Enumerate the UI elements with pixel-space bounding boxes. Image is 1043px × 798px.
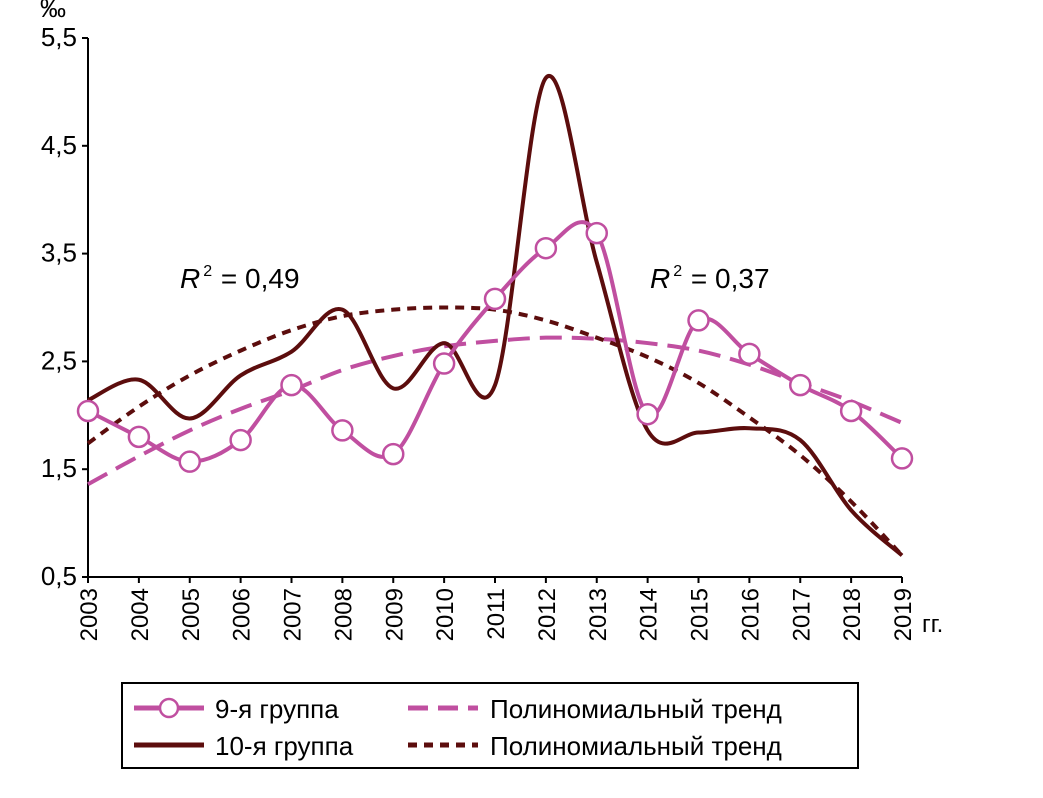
y-unit-label: ‰ (40, 0, 66, 23)
legend-label-10: 10-я группа (215, 731, 354, 761)
y-tick-label: 3,5 (41, 238, 77, 268)
x-tick-label: 2017 (788, 588, 815, 641)
x-tick-label: 2018 (839, 588, 866, 641)
x-tick-label: 2008 (330, 588, 357, 641)
x-tick-label: 2019 (890, 588, 917, 641)
axes: 0,5 1,5 2,5 3,5 4,5 5,5 2003 2004 2005 2006 2007 20… (41, 22, 917, 641)
x-tick-label: 2003 (76, 588, 103, 641)
x-tick-label: 2010 (432, 588, 459, 641)
series-10-group-line (87, 73, 904, 557)
series-group (76, 73, 914, 557)
data-point-9-group (636, 402, 659, 426)
data-point-9-group (839, 399, 863, 423)
trend-9-group-line (87, 335, 903, 487)
data-point-9-group (585, 221, 608, 245)
legend-marker-9 (158, 697, 180, 719)
x-tick-label: 2005 (178, 588, 205, 641)
data-point-9-group (483, 287, 507, 311)
legend-box (121, 682, 859, 769)
annotation-value-right: = 0,37 (683, 263, 769, 294)
x-tick-label: 2016 (737, 588, 764, 641)
legend: 9-я группа 10-я группа Полиномиальный тр… (121, 682, 859, 769)
data-point-9-group (738, 342, 761, 366)
x-tick-label: 2014 (636, 588, 663, 641)
data-point-9-group (127, 425, 151, 449)
data-point-9-group (687, 309, 710, 332)
data-point-9-group (331, 419, 354, 442)
x-tick-label: 2004 (127, 588, 154, 641)
data-point-9-group (382, 442, 405, 466)
y-tick-label: 5,5 (41, 22, 77, 52)
data-point-9-group (178, 450, 201, 473)
y-tick-label: 2,5 (41, 345, 77, 375)
x-tick-label: 2012 (534, 588, 561, 641)
data-point-9-group (76, 399, 100, 423)
legend-label-trend-9: Полиномиальный тренд (490, 694, 782, 724)
y-tick-label: 4,5 (41, 130, 77, 160)
legend-label-9: 9-я группа (215, 694, 339, 724)
y-tick-label: 0,5 (41, 561, 77, 591)
x-tick-label: 2015 (687, 588, 714, 641)
x-suffix-label: гг. (922, 611, 943, 638)
annotation-r-right: R (650, 263, 670, 294)
data-point-9-group (432, 352, 456, 375)
y-tick-label: 1,5 (41, 453, 77, 483)
data-point-9-group (229, 428, 252, 452)
annotation-value-left: = 0,49 (213, 263, 299, 294)
data-point-9-group (890, 447, 914, 470)
legend-label-trend-10: Полиномиальный тренд (490, 731, 782, 761)
x-tick-label: 2009 (381, 588, 408, 641)
data-point-9-group (280, 373, 303, 397)
data-point-9-group (789, 373, 812, 397)
annotation-sup-right: 2 (673, 263, 682, 280)
x-tick-label: 2007 (280, 588, 307, 641)
annotation-r-left: R (180, 263, 200, 294)
x-tick-label: 2011 (483, 588, 510, 640)
data-point-9-group (534, 236, 558, 260)
annotation-sup-left: 2 (203, 263, 212, 280)
x-tick-label: 2006 (229, 588, 256, 641)
x-tick-label: 2013 (585, 588, 612, 641)
